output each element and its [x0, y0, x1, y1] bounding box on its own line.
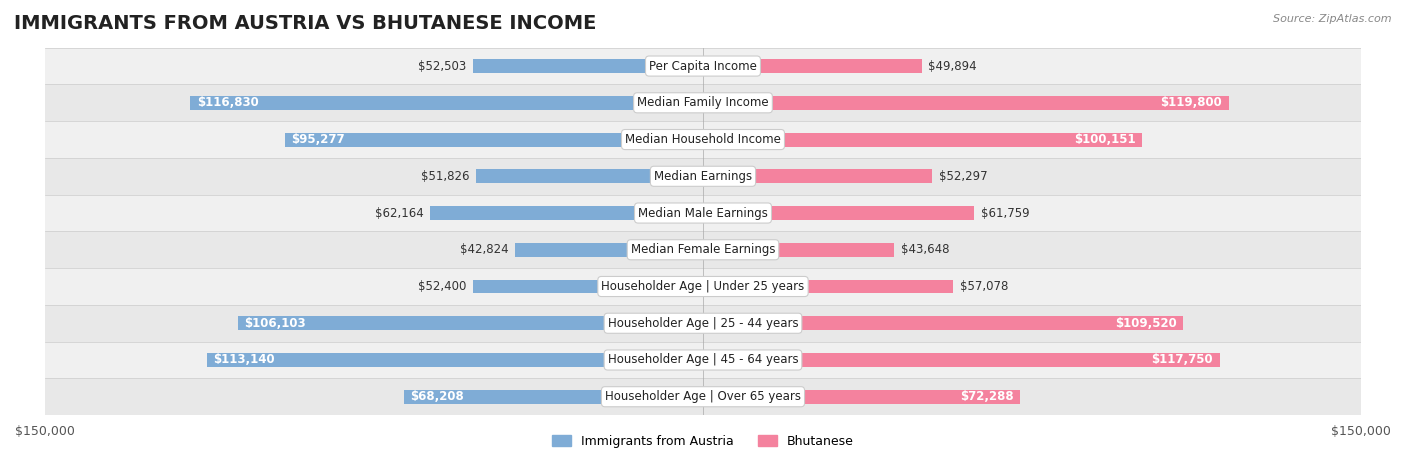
Text: IMMIGRANTS FROM AUSTRIA VS BHUTANESE INCOME: IMMIGRANTS FROM AUSTRIA VS BHUTANESE INC…	[14, 14, 596, 33]
Bar	[45, 195, 1361, 231]
Text: Per Capita Income: Per Capita Income	[650, 60, 756, 72]
Text: $119,800: $119,800	[1160, 96, 1222, 109]
Text: Householder Age | Under 25 years: Householder Age | Under 25 years	[602, 280, 804, 293]
Text: Median Family Income: Median Family Income	[637, 96, 769, 109]
Text: Median Household Income: Median Household Income	[626, 133, 780, 146]
Bar	[703, 133, 1142, 147]
Bar	[45, 305, 1361, 342]
Bar	[45, 158, 1361, 195]
Text: $57,078: $57,078	[960, 280, 1008, 293]
Text: $42,824: $42,824	[460, 243, 509, 256]
Text: Householder Age | 25 - 44 years: Householder Age | 25 - 44 years	[607, 317, 799, 330]
Bar	[45, 342, 1361, 378]
Bar	[45, 48, 1361, 85]
Text: $106,103: $106,103	[245, 317, 305, 330]
Bar	[703, 353, 1219, 367]
Text: $62,164: $62,164	[375, 206, 423, 219]
Text: $49,894: $49,894	[928, 60, 977, 72]
Bar	[430, 206, 703, 220]
Legend: Immigrants from Austria, Bhutanese: Immigrants from Austria, Bhutanese	[547, 430, 859, 453]
Bar	[45, 378, 1361, 415]
Text: $61,759: $61,759	[980, 206, 1029, 219]
Bar	[515, 243, 703, 257]
Text: Source: ZipAtlas.com: Source: ZipAtlas.com	[1274, 14, 1392, 24]
Bar	[703, 243, 894, 257]
Bar	[207, 353, 703, 367]
Text: $43,648: $43,648	[901, 243, 949, 256]
Text: $116,830: $116,830	[197, 96, 259, 109]
Text: $113,140: $113,140	[214, 354, 274, 367]
Bar	[703, 206, 974, 220]
Bar	[472, 59, 703, 73]
Bar	[190, 96, 703, 110]
Bar	[285, 133, 703, 147]
Text: $72,288: $72,288	[960, 390, 1014, 403]
Text: $117,750: $117,750	[1152, 354, 1213, 367]
Text: Median Earnings: Median Earnings	[654, 170, 752, 183]
Text: $51,826: $51,826	[420, 170, 470, 183]
Bar	[45, 121, 1361, 158]
Bar	[472, 280, 703, 293]
Bar	[475, 170, 703, 183]
Bar	[703, 316, 1184, 330]
Bar	[703, 59, 922, 73]
Bar	[703, 96, 1229, 110]
Text: $52,297: $52,297	[939, 170, 987, 183]
Bar	[45, 268, 1361, 305]
Text: $52,400: $52,400	[418, 280, 467, 293]
Text: $95,277: $95,277	[291, 133, 346, 146]
Bar	[45, 231, 1361, 268]
Bar	[45, 85, 1361, 121]
Bar	[703, 390, 1021, 403]
Text: Householder Age | 45 - 64 years: Householder Age | 45 - 64 years	[607, 354, 799, 367]
Bar	[238, 316, 703, 330]
Bar	[703, 280, 953, 293]
Bar	[703, 170, 932, 183]
Text: Householder Age | Over 65 years: Householder Age | Over 65 years	[605, 390, 801, 403]
Text: $68,208: $68,208	[411, 390, 464, 403]
Bar	[404, 390, 703, 403]
Text: $52,503: $52,503	[418, 60, 465, 72]
Text: Median Female Earnings: Median Female Earnings	[631, 243, 775, 256]
Text: Median Male Earnings: Median Male Earnings	[638, 206, 768, 219]
Text: $100,151: $100,151	[1074, 133, 1136, 146]
Text: $109,520: $109,520	[1115, 317, 1177, 330]
